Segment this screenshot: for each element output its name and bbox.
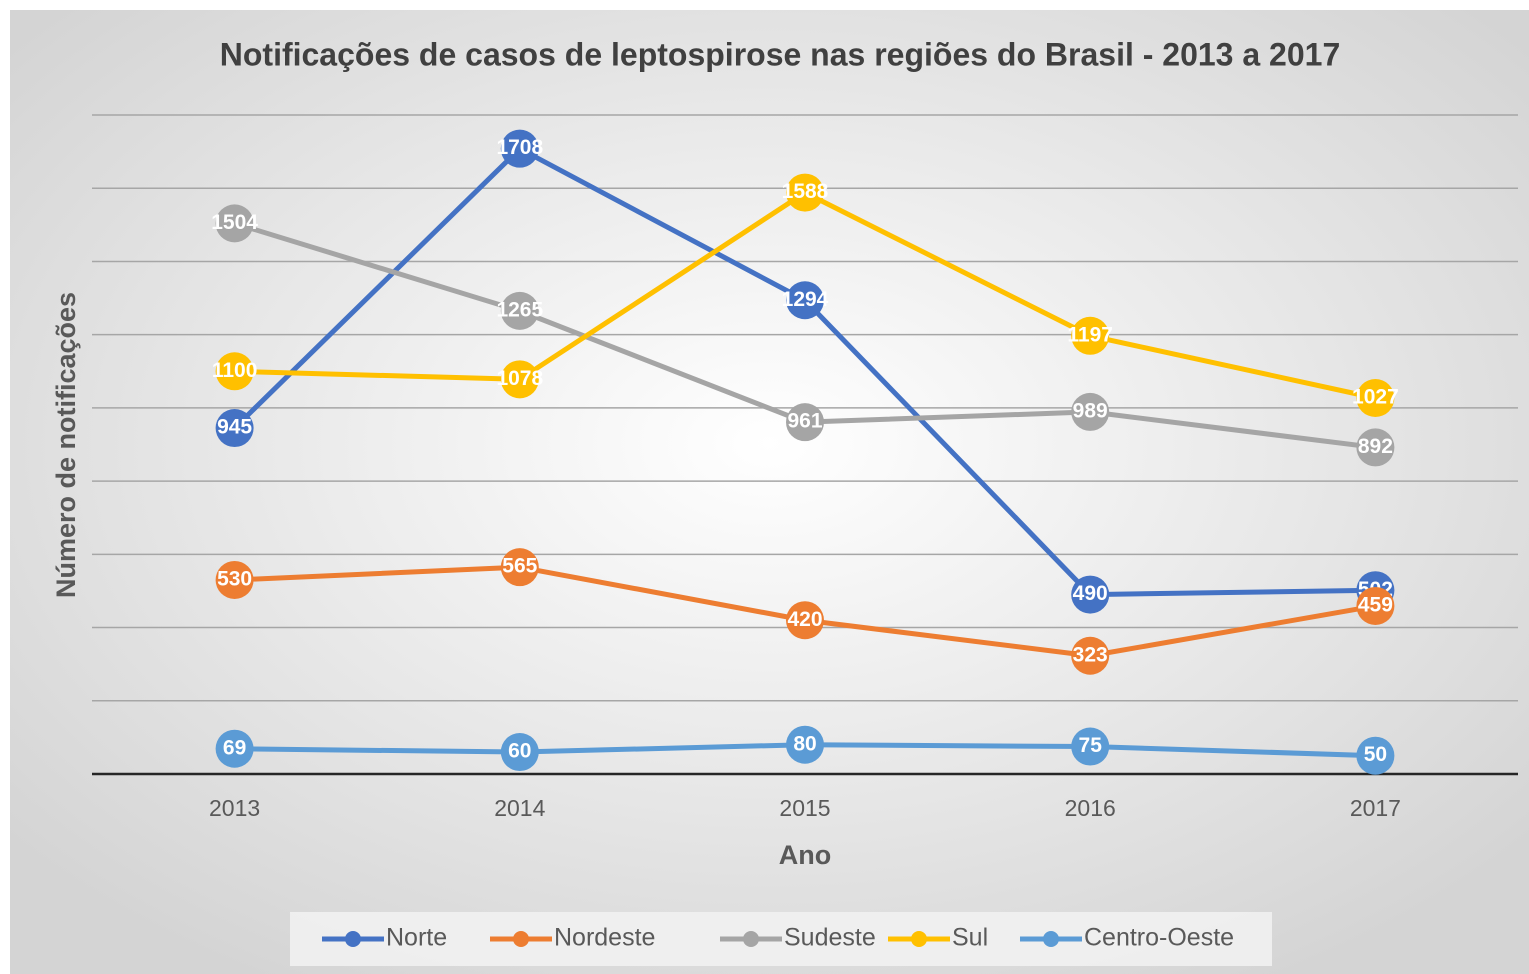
data-label: 989 [1073, 399, 1108, 422]
data-label: 80 [793, 732, 816, 755]
data-label: 50 [1364, 743, 1387, 766]
data-label: 945 [217, 416, 252, 439]
data-label: 1078 [496, 367, 543, 390]
data-label: 530 [217, 568, 252, 591]
data-point [500, 291, 539, 330]
legend-label: Norte [386, 924, 447, 952]
x-tick-label: 2016 [1065, 795, 1116, 821]
x-axis-label: Ano [779, 840, 831, 870]
data-label: 60 [508, 740, 531, 763]
data-label: 69 [223, 736, 246, 759]
chart-background [10, 10, 1529, 974]
legend-label: Nordeste [554, 924, 655, 952]
data-point [215, 204, 254, 243]
x-tick-label: 2013 [209, 795, 260, 821]
chart-title: Notificações de casos de leptospirose na… [220, 36, 1340, 72]
legend-marker [513, 931, 529, 947]
data-label: 961 [787, 410, 822, 433]
x-tick-label: 2017 [1350, 795, 1401, 821]
data-label: 565 [502, 555, 537, 578]
data-point [1356, 379, 1395, 418]
data-point [1071, 727, 1110, 766]
data-point [215, 409, 254, 448]
data-label: 1708 [496, 136, 543, 159]
data-point [215, 560, 254, 599]
data-label: 1197 [1067, 323, 1113, 346]
data-label: 1100 [212, 359, 258, 382]
y-axis-label: Número de notificações [51, 292, 81, 598]
data-point [786, 281, 824, 320]
data-label: 1294 [782, 288, 829, 311]
data-point [786, 601, 824, 640]
x-tick-label: 2015 [779, 795, 830, 821]
data-point [786, 403, 824, 442]
legend-label: Sul [952, 924, 988, 952]
data-point [1356, 586, 1395, 625]
data-point [1071, 636, 1110, 675]
legend-marker [743, 931, 759, 947]
data-label: 1588 [782, 180, 829, 203]
data-label: 1027 [1352, 386, 1399, 409]
data-point [500, 360, 539, 399]
data-label: 75 [1079, 734, 1103, 757]
legend-marker [345, 931, 361, 947]
legend-marker [1043, 931, 1059, 947]
data-label: 323 [1073, 643, 1108, 666]
data-point [215, 352, 254, 391]
data-label: 420 [787, 608, 822, 631]
data-label: 490 [1073, 582, 1108, 605]
data-point [1356, 736, 1395, 775]
data-point [500, 548, 539, 587]
legend-marker [911, 931, 927, 947]
data-point [1071, 316, 1110, 355]
data-label: 1504 [211, 211, 258, 234]
data-label: 892 [1358, 435, 1393, 458]
data-label: 1265 [496, 298, 543, 321]
data-label: 459 [1358, 594, 1393, 617]
legend-label: Centro-Oeste [1084, 924, 1234, 952]
data-point [786, 173, 824, 212]
data-point [215, 729, 254, 768]
data-point [1071, 575, 1110, 614]
legend-label: Sudeste [784, 924, 876, 952]
data-point [1071, 392, 1110, 431]
data-point [500, 733, 539, 772]
data-point [786, 725, 824, 764]
x-tick-label: 2014 [494, 795, 545, 821]
data-point [1356, 428, 1395, 467]
data-point [500, 129, 539, 168]
